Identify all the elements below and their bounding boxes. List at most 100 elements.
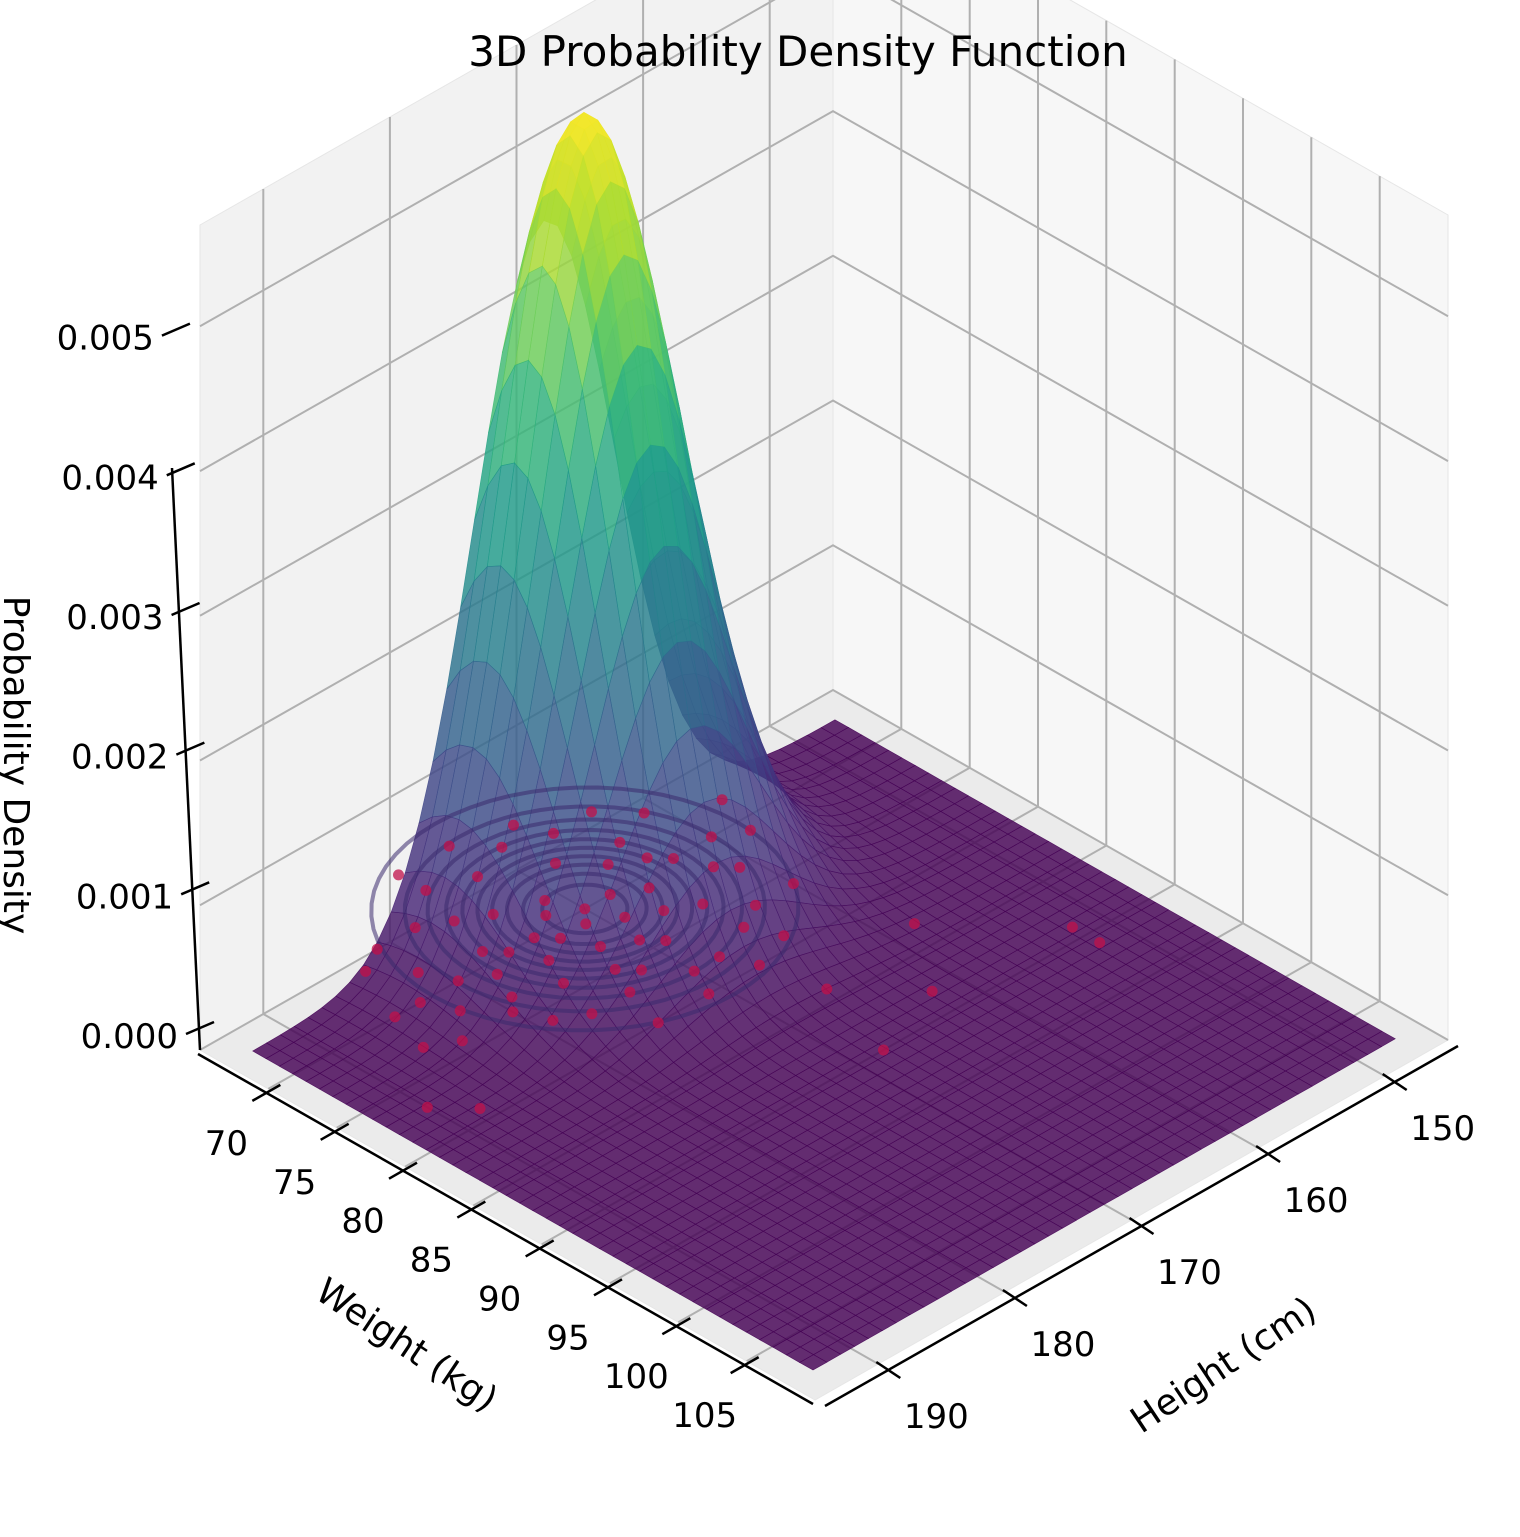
scatter-point bbox=[539, 895, 551, 906]
scatter-point bbox=[602, 859, 614, 870]
y-tick-label: 70 bbox=[205, 1124, 248, 1164]
z-grid-line bbox=[199, 399, 1449, 762]
y-axis-label: Weight (kg) bbox=[308, 1270, 504, 1420]
scatter-point bbox=[707, 861, 719, 873]
scatter-point bbox=[474, 1103, 486, 1114]
scatter-point bbox=[540, 910, 552, 921]
scatter-point bbox=[558, 977, 569, 989]
scatter-point bbox=[472, 871, 483, 883]
x-tick-label: 190 bbox=[904, 1397, 969, 1437]
scatter-point bbox=[421, 1101, 433, 1113]
x-tick-mark bbox=[875, 1360, 901, 1380]
scatter-point bbox=[586, 806, 597, 818]
z-grid-line bbox=[199, 109, 1449, 472]
y-tick-mark bbox=[251, 1083, 281, 1102]
contour-ring bbox=[444, 827, 726, 990]
x-axis-label: Height (cm) bbox=[1123, 1289, 1323, 1442]
scatter-point bbox=[580, 918, 592, 930]
scatter-point bbox=[750, 899, 761, 911]
scatter-point bbox=[643, 882, 655, 894]
x-tick-label: 150 bbox=[1410, 1109, 1475, 1149]
scatter-point bbox=[550, 857, 561, 869]
scatter-point bbox=[1094, 937, 1106, 949]
y-tick-label: 95 bbox=[546, 1318, 589, 1358]
chart-title: 3D Probability Density Function bbox=[468, 27, 1127, 76]
scatter-point bbox=[371, 943, 383, 955]
density-surface bbox=[252, 111, 1396, 1371]
scatter-point bbox=[507, 1006, 519, 1018]
scatter-point bbox=[703, 988, 715, 1000]
z-tick-mark bbox=[180, 881, 210, 896]
scatter-point bbox=[660, 935, 672, 947]
scatter-point bbox=[360, 965, 372, 977]
scatter-point bbox=[638, 807, 650, 819]
y-tick-mark bbox=[456, 1200, 486, 1219]
y-tick-label: 90 bbox=[478, 1279, 521, 1319]
contour-ring bbox=[425, 817, 745, 1001]
scatter-point bbox=[491, 968, 503, 980]
z-tick-label: 0.005 bbox=[57, 319, 154, 359]
scatter-point bbox=[528, 932, 540, 944]
scatter-point bbox=[614, 836, 626, 848]
z-tick-label: 0.001 bbox=[76, 877, 173, 917]
scatter-point bbox=[926, 985, 938, 997]
z-tick-label: 0.002 bbox=[71, 738, 168, 778]
scatter-point bbox=[604, 889, 616, 900]
scatter-point bbox=[389, 1011, 401, 1023]
y-tick-label: 100 bbox=[604, 1357, 669, 1397]
z-tick-label: 0.003 bbox=[66, 598, 163, 638]
scatter-point bbox=[714, 951, 725, 963]
scatter-point bbox=[821, 983, 833, 995]
y-tick-label: 105 bbox=[672, 1396, 737, 1436]
y-tick-label: 80 bbox=[341, 1202, 384, 1242]
scatter-point bbox=[787, 878, 799, 890]
y-tick-mark bbox=[388, 1161, 418, 1180]
scatter-point bbox=[506, 991, 518, 1003]
scatter-point bbox=[555, 932, 566, 944]
scatter-point bbox=[579, 903, 591, 915]
scatter-point bbox=[409, 922, 421, 934]
y-tick-mark bbox=[525, 1239, 555, 1258]
scatter-point bbox=[548, 827, 559, 839]
scatter-point bbox=[634, 934, 645, 946]
z-tick-mark bbox=[175, 741, 205, 756]
scatter-point bbox=[412, 967, 424, 978]
z-grid-line bbox=[199, 544, 1449, 907]
z-tick-label: 0.000 bbox=[81, 1017, 178, 1057]
x-tick-label: 170 bbox=[1157, 1253, 1222, 1293]
scatter-point bbox=[420, 884, 432, 896]
scatter-point bbox=[716, 794, 728, 806]
scatter-point bbox=[393, 869, 404, 881]
scatter-point bbox=[443, 840, 455, 852]
scatter-point bbox=[734, 861, 746, 873]
scatter-point bbox=[697, 898, 709, 910]
scatter-point bbox=[624, 986, 636, 998]
z-grid-line bbox=[199, 0, 1449, 328]
scatter-point bbox=[658, 905, 670, 917]
z-tick-mark bbox=[185, 1020, 215, 1036]
z-tick-label: 0.004 bbox=[61, 458, 158, 498]
y-tick-mark bbox=[320, 1122, 350, 1141]
x-tick-mark bbox=[1382, 1072, 1408, 1092]
y-tick-mark bbox=[730, 1356, 760, 1375]
scatter-point bbox=[778, 930, 790, 942]
y-tick-mark bbox=[593, 1278, 623, 1297]
scatter-point bbox=[619, 911, 631, 923]
scatter-point bbox=[477, 946, 488, 957]
scatter-point bbox=[668, 853, 679, 864]
scatter-points bbox=[360, 794, 1106, 1114]
contour-ring bbox=[504, 862, 665, 956]
scatter-point bbox=[641, 852, 653, 864]
scatter-point bbox=[547, 1014, 559, 1026]
scatter-point bbox=[508, 819, 519, 831]
scatter-point bbox=[448, 915, 460, 927]
contour-ring bbox=[490, 854, 680, 964]
x-tick-mark bbox=[1255, 1144, 1281, 1164]
scatter-point bbox=[543, 954, 555, 966]
contour-ring bbox=[369, 785, 801, 1033]
y-tick-mark bbox=[661, 1317, 691, 1336]
z-tick-mark bbox=[166, 462, 196, 477]
